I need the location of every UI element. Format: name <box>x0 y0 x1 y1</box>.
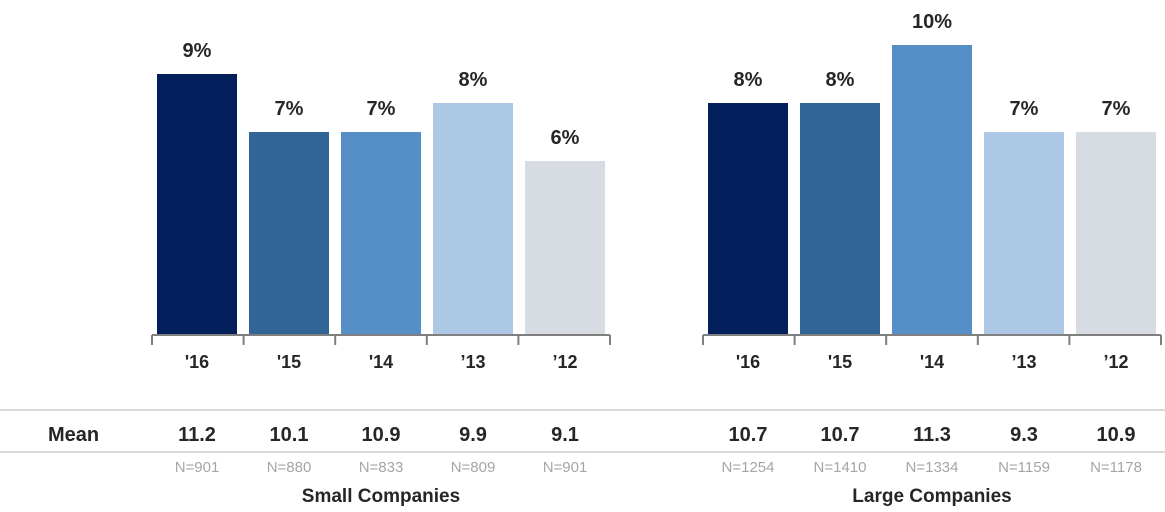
mean-value: 9.3 <box>1010 424 1038 446</box>
sample-size-label: N=1334 <box>906 459 959 476</box>
mean-value: 10.1 <box>270 424 309 446</box>
mean-value: 10.9 <box>362 424 401 446</box>
bar-value-label: 6% <box>551 127 580 149</box>
mean-table: Mean <box>0 409 1165 453</box>
bar <box>1076 132 1156 335</box>
group-label: Small Companies <box>302 486 460 507</box>
mean-value: 10.7 <box>729 424 768 446</box>
sample-size-label: N=809 <box>451 459 496 476</box>
mean-value: 10.9 <box>1097 424 1136 446</box>
sample-size-label: N=1178 <box>1090 459 1142 476</box>
bar <box>249 132 329 335</box>
bar-value-label: 7% <box>1010 98 1039 120</box>
x-tick-label: ’13 <box>1011 352 1036 372</box>
bar-value-label: 8% <box>459 69 488 91</box>
bars-layer <box>157 45 1156 335</box>
mean-value: 11.2 <box>178 424 216 446</box>
x-tick-label: '14 <box>369 352 393 372</box>
x-tick-label: '15 <box>828 352 852 372</box>
bar <box>341 132 421 335</box>
bar-value-label: 8% <box>734 69 763 91</box>
mean-value: 9.1 <box>551 424 579 446</box>
bar-value-label: 7% <box>367 98 396 120</box>
x-tick-label: '14 <box>920 352 944 372</box>
sample-size-label: N=1159 <box>998 459 1050 476</box>
bar <box>984 132 1064 335</box>
mean-value: 11.3 <box>913 424 951 446</box>
x-tick-label: '16 <box>185 352 209 372</box>
bar <box>157 74 237 335</box>
x-axis <box>151 334 1162 345</box>
sample-size-label: N=833 <box>359 459 404 476</box>
bar <box>708 103 788 335</box>
bar-value-label: 7% <box>275 98 304 120</box>
x-tick-label: '16 <box>736 352 760 372</box>
bar-value-label: 9% <box>183 40 212 62</box>
x-tick-label: ’12 <box>1103 352 1128 372</box>
sample-size-label: N=1254 <box>722 459 775 476</box>
bar <box>892 45 972 335</box>
bar-value-label: 7% <box>1102 98 1131 120</box>
sample-size-label: N=901 <box>175 459 220 476</box>
bar-value-label: 8% <box>826 69 855 91</box>
bar <box>433 103 513 335</box>
bar-value-label: 10% <box>912 11 952 33</box>
bar <box>800 103 880 335</box>
x-tick-label: '15 <box>277 352 301 372</box>
x-tick-label: ’12 <box>552 352 577 372</box>
sample-size-label: N=1410 <box>814 459 867 476</box>
bar <box>525 161 605 335</box>
sample-size-label: N=880 <box>267 459 312 476</box>
group-label: Large Companies <box>852 486 1011 507</box>
labels-layer: 9% '16 11.2 N=901 7% '15 10.1 N=880 7% '14 10.9 N=8… <box>175 11 1142 507</box>
x-tick-label: ’13 <box>460 352 485 372</box>
mean-value: 10.7 <box>821 424 860 446</box>
mean-row-label: Mean <box>48 424 99 446</box>
mean-value: 9.9 <box>459 424 487 446</box>
sample-size-label: N=901 <box>543 459 588 476</box>
